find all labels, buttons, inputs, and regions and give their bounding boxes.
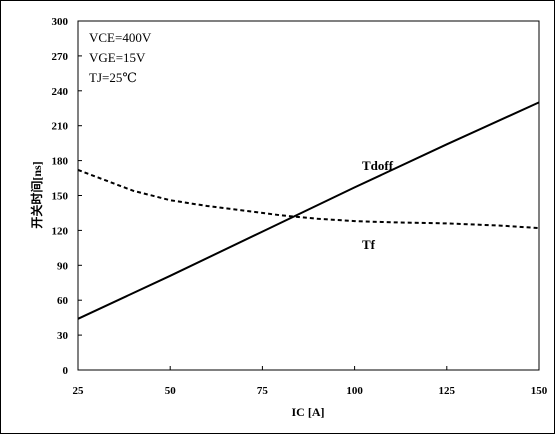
x-tick-label: 25: [73, 385, 85, 397]
condition-label: TJ=25℃: [89, 70, 137, 85]
y-tick-label: 210: [52, 121, 69, 133]
plot-area: [77, 20, 540, 371]
series-label-tdoff: Tdoff: [362, 158, 394, 173]
x-axis: 25 50 75 100 125 150: [73, 366, 548, 397]
condition-label: VCE=400V: [89, 30, 152, 45]
y-tick-label: 120: [52, 225, 69, 237]
y-tick-label: 150: [52, 191, 69, 203]
x-axis-title: IC [A]: [292, 405, 325, 419]
y-tick-label: 240: [52, 86, 69, 98]
x-tick-label: 75: [257, 385, 269, 397]
y-axis-title: 开关时间[ns]: [29, 161, 44, 228]
x-tick-label: 150: [531, 385, 548, 397]
test-conditions: VCE=400V VGE=15V TJ=25℃: [89, 30, 152, 85]
condition-label: VGE=15V: [89, 50, 146, 65]
y-tick-label: 30: [57, 330, 69, 342]
series-label-tf: Tf: [362, 237, 376, 252]
series-line-tf: [77, 168, 540, 230]
x-tick-label: 100: [346, 385, 363, 397]
series-lines: [77, 101, 540, 320]
y-tick-label: 270: [52, 51, 69, 63]
y-tick-label: 60: [57, 295, 69, 307]
y-tick-label: 90: [57, 260, 69, 272]
y-axis: 0 30 60 90 120 150 180 210 240 270 300: [52, 16, 82, 377]
y-tick-label: 180: [52, 156, 69, 168]
x-tick-label: 50: [165, 385, 177, 397]
y-tick-label: 0: [63, 365, 69, 377]
series-labels: Tdoff Tf: [362, 158, 394, 252]
x-tick-label: 125: [439, 385, 456, 397]
series-line-tdoff: [77, 101, 540, 320]
y-tick-label: 300: [52, 16, 69, 28]
